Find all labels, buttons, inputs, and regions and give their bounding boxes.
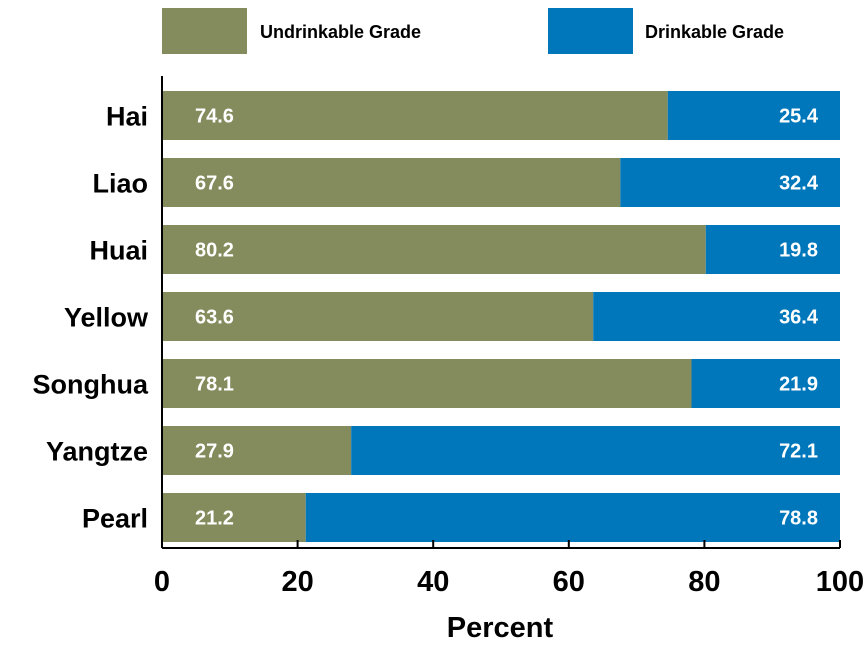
bar-songhua-series-2 (691, 359, 840, 408)
category-label: Huai (89, 236, 148, 266)
legend-label-2: Drinkable Grade (645, 22, 784, 42)
data-label: 21.9 (779, 374, 818, 396)
data-label: 67.6 (195, 173, 234, 195)
bar-huai-series-1 (162, 225, 706, 274)
bar-huai-series-2 (705, 225, 840, 274)
data-label: 19.8 (779, 240, 818, 262)
bar-yangtze-series-2 (351, 426, 840, 475)
bar-pearl-series-2 (305, 493, 841, 542)
data-label: 78.1 (195, 374, 234, 396)
bar-songhua-series-1 (162, 359, 692, 408)
bar-yellow-series-2 (593, 292, 840, 341)
data-label: 27.9 (195, 441, 234, 463)
data-label: 32.4 (779, 173, 819, 195)
data-label: 25.4 (779, 106, 819, 128)
x-axis: 0 20 40 60 80 100 (154, 76, 864, 598)
category-label: Liao (92, 169, 148, 199)
x-tick-label: 80 (688, 566, 720, 598)
bars: 74.6 25.4 67.6 32.4 80.2 19.8 63.6 36.4 78.1 21.9… (162, 91, 841, 542)
legend-swatch-2 (548, 8, 633, 54)
category-label: Pearl (82, 504, 148, 534)
x-axis-title: Percent (447, 612, 554, 644)
bar-yangtze-series-1 (162, 426, 352, 475)
legend-label-1: Undrinkable Grade (260, 22, 421, 42)
bar-hai-series-2 (667, 91, 840, 140)
x-tick-label: 40 (417, 566, 449, 598)
data-label: 36.4 (779, 307, 819, 329)
data-label: 72.1 (779, 441, 818, 463)
category-label: Hai (106, 102, 148, 132)
category-label: Yellow (64, 303, 149, 333)
bar-liao-series-1 (162, 158, 621, 207)
bar-hai-series-1 (162, 91, 668, 140)
data-label: 78.8 (779, 508, 818, 530)
bar-liao-series-2 (620, 158, 840, 207)
category-labels: Hai Liao Huai Yellow Songhua Yangtze Pearl (33, 102, 149, 534)
bar-yellow-series-1 (162, 292, 594, 341)
data-label: 74.6 (195, 106, 234, 128)
category-label: Songhua (33, 370, 149, 400)
x-tick-label: 60 (553, 566, 585, 598)
category-label: Yangtze (46, 437, 148, 467)
data-label: 21.2 (195, 508, 234, 530)
x-tick-label: 20 (281, 566, 313, 598)
legend-swatch-1 (162, 8, 247, 54)
x-tick-label: 100 (816, 566, 864, 598)
data-label: 63.6 (195, 307, 234, 329)
bar-pearl-series-1 (162, 493, 306, 542)
legend: Undrinkable Grade Drinkable Grade (162, 8, 784, 54)
x-tick-label: 0 (154, 566, 170, 598)
data-label: 80.2 (195, 240, 234, 262)
